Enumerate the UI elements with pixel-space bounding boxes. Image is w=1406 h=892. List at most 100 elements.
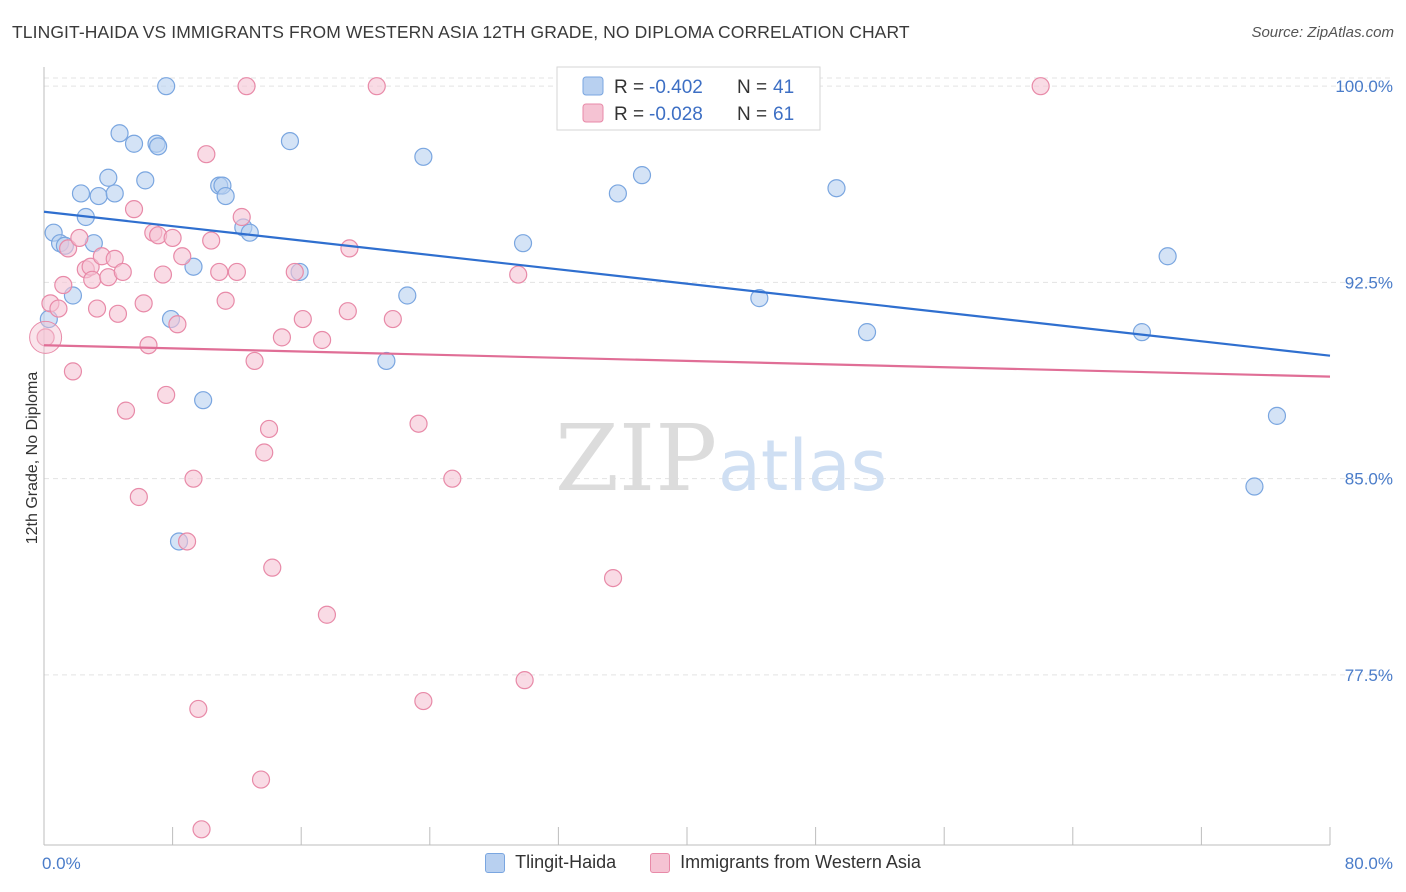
western-asia-point-27 <box>173 247 192 266</box>
western-asia-point-26 <box>168 315 187 334</box>
tlingit-haida-point-34 <box>750 289 769 308</box>
western-asia-point-37 <box>232 207 251 227</box>
chart-title: TLINGIT-HAIDA VS IMMIGRANTS FROM WESTERN… <box>12 22 910 42</box>
tlingit-haida-point-33 <box>632 166 652 185</box>
series-legend: Tlingit-Haida Immigrants from Western As… <box>0 852 1406 873</box>
tlingit-haida-point-28 <box>377 351 396 371</box>
tlingit-haida-point-35 <box>827 179 846 198</box>
western-asia-point-50 <box>340 239 359 258</box>
legend-n-label-2: N = <box>737 104 767 125</box>
western-asia-point-49 <box>338 302 357 321</box>
tlingit-haida-point-8 <box>89 186 108 206</box>
x-tick-label-0: 0.0% <box>42 854 81 873</box>
legend-swatch-blue <box>485 852 506 873</box>
legend-r-label-2: R = <box>614 104 644 125</box>
western-asia-point-57 <box>515 671 534 690</box>
legend-r-label-1: R = <box>614 77 644 98</box>
tlingit-haida-point-5 <box>71 184 91 203</box>
legend-item-western-asia: Immigrants from Western Asia <box>650 852 921 873</box>
western-asia-point-3 <box>54 275 73 295</box>
western-asia-point-44 <box>272 328 292 347</box>
tlingit-haida-point-40 <box>1267 406 1287 425</box>
tlingit-haida-point-37 <box>1132 323 1152 342</box>
western-asia-point-42 <box>259 419 279 439</box>
western-asia-point-36 <box>227 262 246 282</box>
western-asia-point-34 <box>210 262 229 282</box>
tlingit-haida-point-38 <box>1158 247 1177 266</box>
y-tick-label-3: 100.0% <box>1335 77 1393 96</box>
tlingit-haida-point-9 <box>99 168 118 187</box>
western-asia-point-9 <box>83 270 102 289</box>
tlingit-haida-point-26 <box>280 132 300 151</box>
legend-r-value-1: -0.402 <box>649 77 703 98</box>
tlingit-haida-point-20 <box>194 391 213 410</box>
western-asia-point-39 <box>245 351 264 371</box>
y-tick-label-1: 85.0% <box>1345 470 1393 489</box>
western-asia-point-33 <box>202 231 221 250</box>
x-tick-label-1: 80.0% <box>1345 854 1393 873</box>
y-tick-label-0: 77.5% <box>1345 666 1393 685</box>
tlingit-haida-point-39 <box>1245 477 1264 496</box>
western-asia-point-56 <box>509 265 528 284</box>
western-asia-point-2 <box>49 299 68 318</box>
western-asia-point-16 <box>116 401 136 420</box>
tlingit-haida-point-30 <box>414 147 433 166</box>
tlingit-haida-point-13 <box>136 171 155 190</box>
western-asia-point-54 <box>414 691 433 711</box>
western-asia-point-29 <box>184 469 203 488</box>
watermark-atlas: atlas <box>718 425 887 507</box>
western-asia-point-5 <box>63 362 83 381</box>
watermark: ZIP atlas <box>555 405 887 512</box>
legend-label-western-asia: Immigrants from Western Asia <box>680 852 921 872</box>
y-tick-label-2: 92.5% <box>1345 273 1393 292</box>
western-asia-point-55 <box>443 469 462 488</box>
legend-r-value-2: -0.028 <box>649 104 703 125</box>
western-asia-point-24 <box>157 385 176 405</box>
western-asia-point-60 <box>1031 77 1050 96</box>
western-asia-point-31 <box>192 820 211 839</box>
western-asia-point-18 <box>129 487 148 507</box>
legend-n-value-2: 61 <box>773 104 794 125</box>
western-asia-point-28 <box>177 532 197 551</box>
legend-swatch-pink <box>650 852 671 873</box>
western-asia-point-58 <box>603 568 623 588</box>
legend-n-label-1: N = <box>737 77 767 98</box>
western-asia-point-17 <box>124 200 144 219</box>
correlation-legend: R = -0.402 N = 41 R = -0.028 N = 61 <box>556 66 821 131</box>
western-asia-point-52 <box>383 309 402 329</box>
western-asia-point-32 <box>197 145 216 164</box>
western-asia-point-15 <box>113 262 132 282</box>
legend-label-tlingit-haida: Tlingit-Haida <box>515 852 617 872</box>
legend-swatch-western-asia <box>582 103 604 123</box>
western-asia-point-30 <box>189 699 208 719</box>
western-asia-point-48 <box>317 605 337 624</box>
tlingit-haida-point-29 <box>398 286 417 305</box>
western-asia-point-53 <box>409 414 428 433</box>
legend-n-value-1: 41 <box>773 77 794 98</box>
western-asia-point-6 <box>70 228 89 248</box>
x-tick-labels: 0.0% 80.0% <box>42 854 1393 873</box>
western-asia-point-51 <box>367 77 386 96</box>
western-asia-point-4 <box>59 239 78 258</box>
western-asia-point-23 <box>153 265 173 284</box>
watermark-zip: ZIP <box>555 405 717 512</box>
western-asia-point-40 <box>251 770 271 789</box>
western-asia-point-10 <box>87 299 107 318</box>
western-asia-point-46 <box>293 309 312 329</box>
western-asia-point-25 <box>163 228 182 248</box>
western-asia-point-41 <box>255 443 274 462</box>
western-asia-point-47 <box>312 330 332 350</box>
tlingit-haida-point-10 <box>105 184 124 203</box>
tlingit-haida-trend-line <box>43 210 1331 357</box>
western-asia-cluster-point <box>29 320 63 354</box>
tlingit-haida-point-11 <box>110 124 129 143</box>
gridlines <box>44 77 1392 676</box>
tlingit-haida-point-12 <box>124 134 144 153</box>
western-asia-point-35 <box>216 291 235 310</box>
tlingit-haida-point-32 <box>608 184 627 203</box>
source-label: Source: ZipAtlas.com <box>1251 24 1394 41</box>
tlingit-haida-point-36 <box>857 323 877 342</box>
y-axis-label: 12th Grade, No Diploma <box>24 372 41 545</box>
western-asia-point-13 <box>105 249 124 268</box>
